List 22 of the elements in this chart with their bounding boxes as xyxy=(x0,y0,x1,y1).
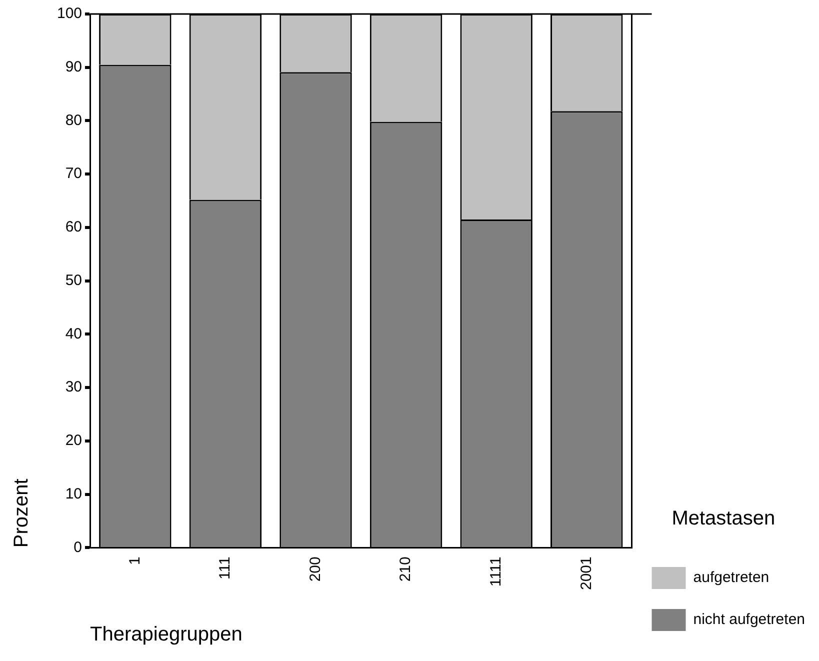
y-axis-title: Prozent xyxy=(10,478,33,548)
x-tick-label: 1111 xyxy=(487,556,504,587)
legend-label: nicht aufgetreten xyxy=(693,611,806,628)
x-tick-label: 1 xyxy=(126,556,144,565)
y-tick-label: 10 xyxy=(65,485,82,502)
x-tick-label: 111 xyxy=(216,556,234,580)
y-tick-label: 100 xyxy=(56,5,82,22)
x-axis-title: Therapiegruppen xyxy=(90,624,242,646)
x-tick-label: 200 xyxy=(306,556,324,582)
y-tick-label: 60 xyxy=(65,218,82,236)
y-tick-label: 90 xyxy=(65,58,82,76)
y-tick-label: 0 xyxy=(74,538,82,556)
x-tick-label: 2001 xyxy=(578,556,595,590)
legend-label: aufgetreten xyxy=(693,569,770,586)
y-tick-label: 70 xyxy=(65,165,82,182)
y-tick-label: 50 xyxy=(65,272,82,289)
y-tick-label: 30 xyxy=(65,378,82,396)
y-tick-label: 40 xyxy=(65,325,82,342)
legend-title: Metastasen xyxy=(672,508,776,530)
y-tick-label: 80 xyxy=(65,112,82,129)
x-tick-label: 210 xyxy=(397,556,414,582)
y-tick-label: 20 xyxy=(65,432,82,450)
